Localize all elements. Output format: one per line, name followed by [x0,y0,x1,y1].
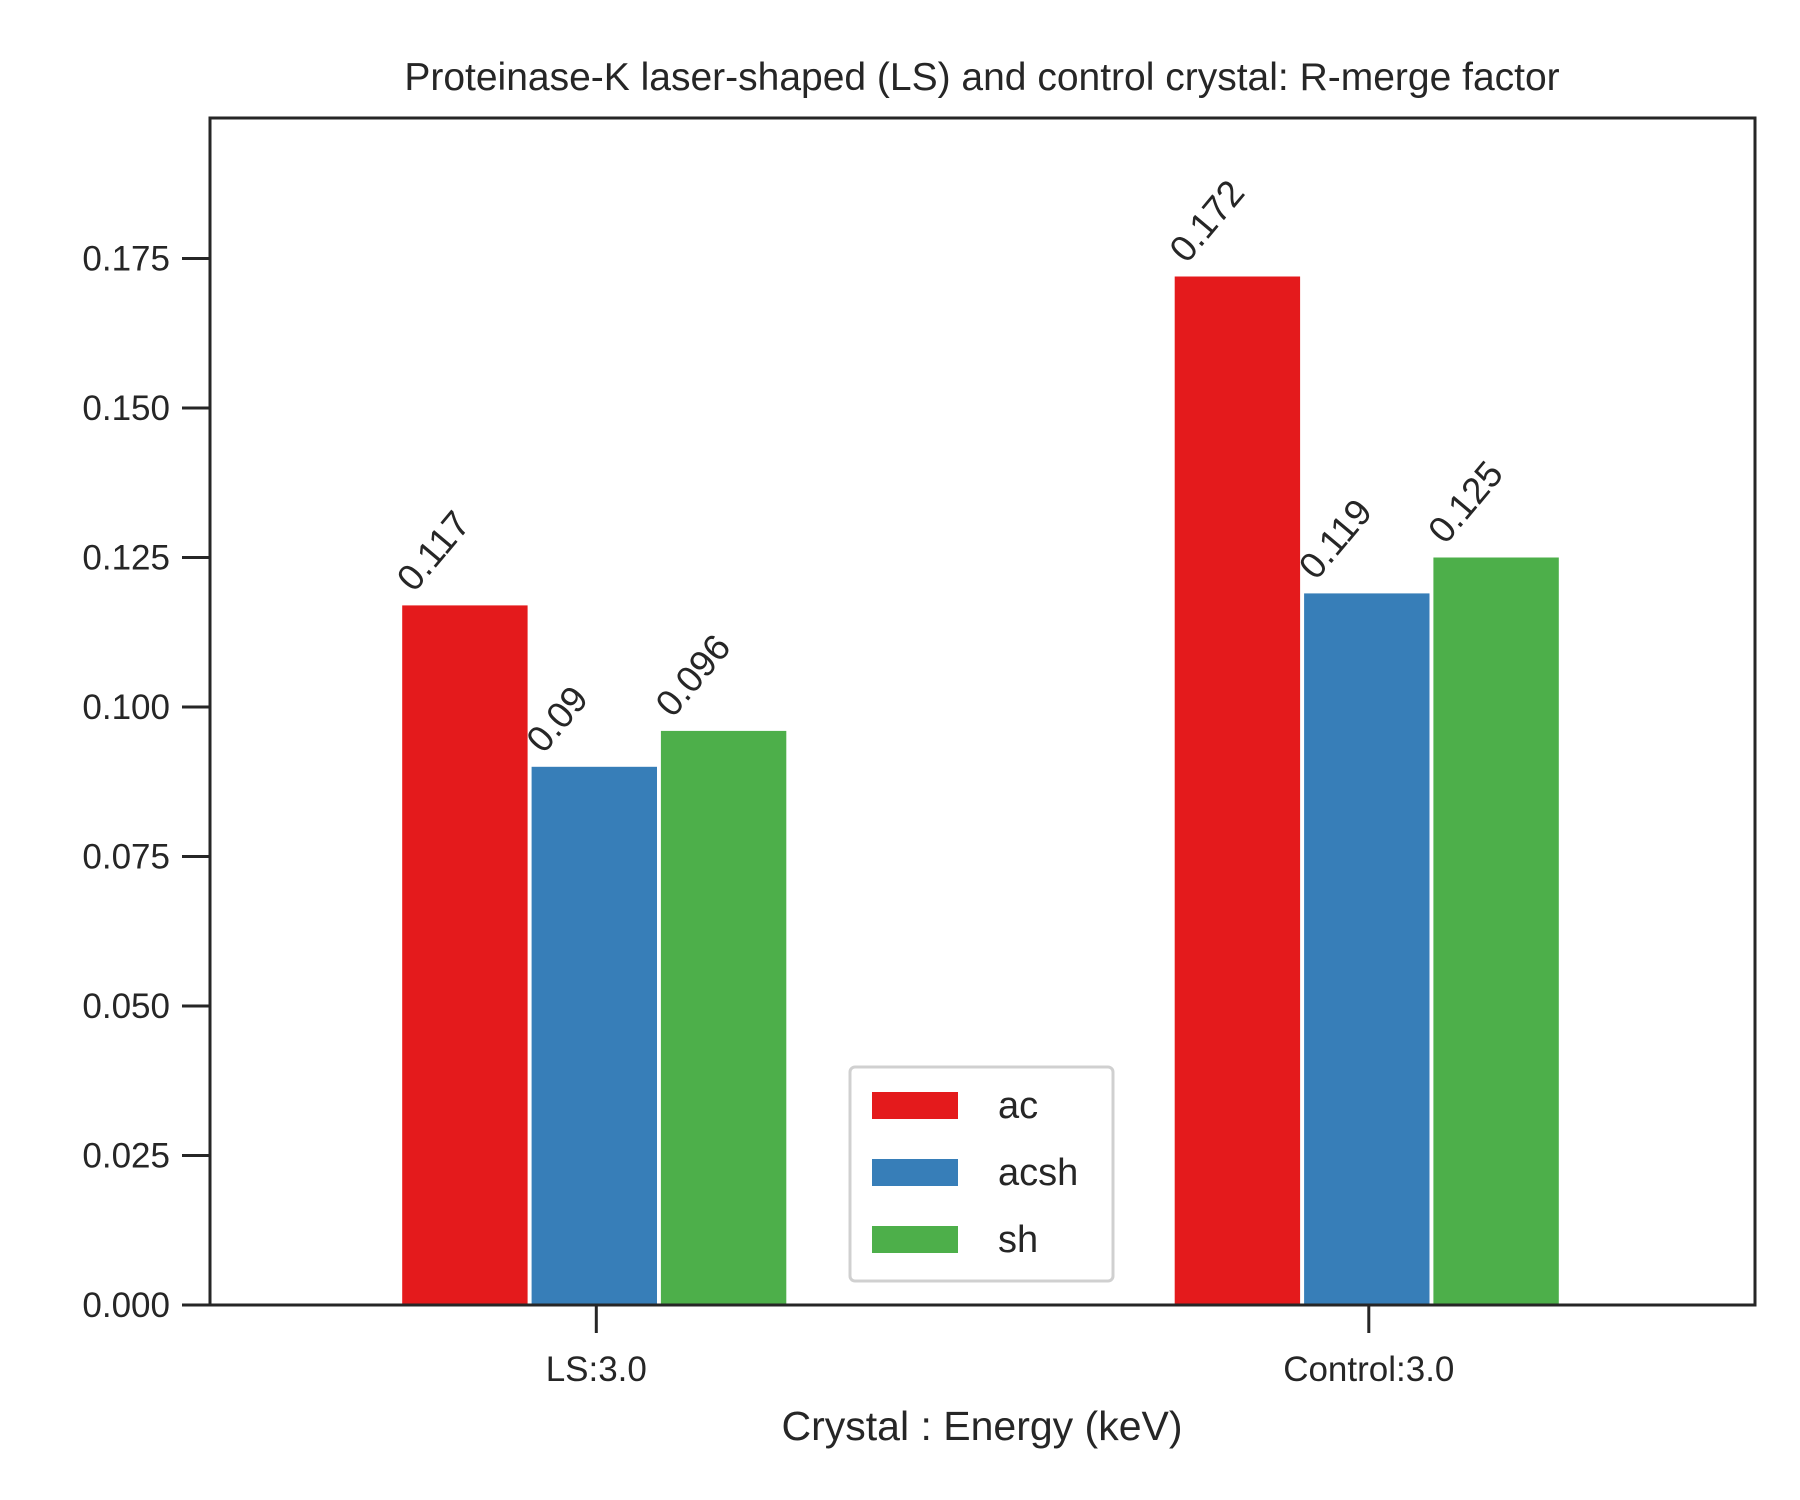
plot-frame [208,116,1757,1307]
bar-sh-ls [660,730,787,1305]
y-tick-label: 0.125 [82,539,170,578]
y-tick-label: 0.000 [82,1286,170,1325]
y-axis: 0.000 0.025 0.050 0.075 0.100 0.125 0.150 0.175 [82,240,210,1325]
bar-value-label: 0.119 [1291,491,1380,586]
bar-ac-control [1174,276,1301,1305]
bar-value-label: 0.096 [648,627,739,724]
bar-sh-control [1433,557,1559,1305]
bar-acsh-control [1304,593,1430,1305]
bar-value-label: 0.172 [1161,172,1252,269]
legend-label-ac: ac [998,1085,1038,1127]
bar-acsh-ls [531,766,657,1305]
bar-value-label: 0.09 [518,678,596,760]
legend: ac acsh sh [848,1065,1115,1283]
y-tick-label: 0.075 [82,838,170,877]
legend-swatch-sh [872,1226,958,1253]
bar-ac-ls [402,605,528,1305]
bar-value-label: 0.117 [389,503,478,598]
legend-label-acsh: acsh [998,1152,1078,1194]
chart-title: Proteinase-K laser-shaped (LS) and contr… [404,56,1559,99]
y-tick-label: 0.150 [82,389,170,428]
bars-layer [402,276,1559,1305]
bar-value-label: 0.125 [1420,453,1511,550]
legend-swatch-acsh [872,1159,958,1186]
x-tick-label: LS:3.0 [546,1350,647,1389]
y-tick-label: 0.025 [82,1137,170,1176]
x-tick-label: Control:3.0 [1283,1350,1454,1389]
y-tick-label: 0.050 [82,987,170,1026]
legend-label-sh: sh [998,1219,1038,1261]
x-axis-label: Crystal : Energy (keV) [782,1403,1183,1449]
y-tick-label: 0.100 [82,688,170,727]
y-tick-label: 0.175 [82,240,170,279]
x-axis: LS:3.0 Control:3.0 [546,1305,1454,1389]
legend-swatch-ac [872,1092,958,1119]
